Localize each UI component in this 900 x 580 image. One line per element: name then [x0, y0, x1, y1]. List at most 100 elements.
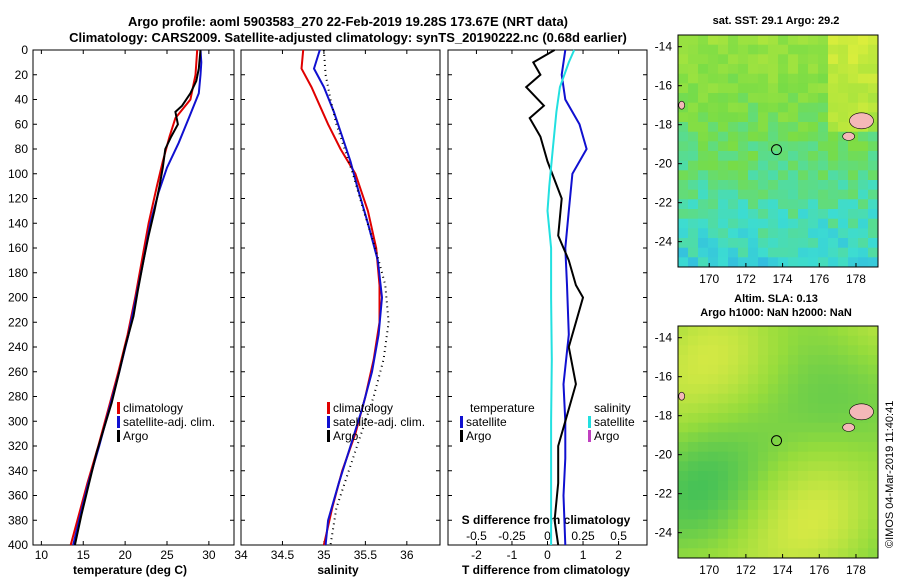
map-cell	[738, 500, 749, 511]
map-cell	[858, 141, 869, 152]
map-cell	[698, 364, 709, 375]
map-cell	[828, 364, 839, 375]
map-cell	[678, 480, 689, 491]
map-cell	[728, 238, 739, 249]
map-cell	[768, 548, 779, 559]
map-cell	[818, 490, 829, 501]
map-cell	[808, 257, 819, 268]
map-cell	[698, 151, 709, 162]
map-cell	[868, 122, 879, 133]
map-cell	[828, 393, 839, 404]
map-cell	[778, 500, 789, 511]
map-cell	[788, 131, 799, 142]
map-cell	[818, 538, 829, 549]
map-cell	[708, 490, 719, 501]
map-cell	[828, 384, 839, 395]
map-cell	[838, 209, 849, 220]
island-shape	[849, 112, 874, 130]
map-cell	[768, 64, 779, 75]
map-cell	[728, 432, 739, 443]
map-cell	[758, 151, 769, 162]
map-cell	[678, 209, 689, 220]
map-cell	[858, 54, 869, 65]
map-cell	[748, 141, 759, 152]
map-cell	[818, 364, 829, 375]
map-cell	[688, 170, 699, 181]
map-cell	[778, 393, 789, 404]
map-cell	[808, 141, 819, 152]
map-cell	[708, 461, 719, 472]
map-cell	[778, 83, 789, 94]
legend-sat-swatch-2	[327, 416, 330, 428]
map-cell	[868, 538, 879, 549]
map-cell	[808, 54, 819, 65]
depth-tick-label: 400	[8, 538, 28, 552]
map-cell	[798, 374, 809, 385]
map-cell	[838, 228, 849, 239]
map-cell	[738, 64, 749, 75]
map-cell	[748, 335, 759, 346]
map-cell	[688, 500, 699, 511]
map-cell	[838, 509, 849, 520]
map-cell	[868, 54, 879, 65]
map-cell	[808, 73, 819, 84]
map-cell	[828, 209, 839, 220]
map-cell	[798, 538, 809, 549]
map-cell	[778, 247, 789, 258]
map-cell	[828, 218, 839, 229]
map-cell	[708, 131, 719, 142]
map-cell	[868, 247, 879, 258]
map-cell	[758, 403, 769, 414]
map-cell	[738, 238, 749, 249]
map-cell	[808, 247, 819, 258]
map-cell	[778, 335, 789, 346]
map-cell	[858, 519, 869, 530]
legend-argo-swatch	[117, 430, 120, 442]
map-cell	[818, 83, 829, 94]
map-cell	[698, 355, 709, 366]
map-cell	[848, 393, 859, 404]
map-cell	[758, 64, 769, 75]
map-cell	[768, 44, 779, 55]
depth-tick-label: 220	[8, 315, 28, 329]
map-cell	[738, 461, 749, 472]
map-cell	[798, 122, 809, 133]
legend-clim-label: climatology	[123, 401, 183, 415]
map-cell	[818, 500, 829, 511]
map-cell	[678, 218, 689, 229]
map-cell	[868, 131, 879, 142]
map-cell	[708, 151, 719, 162]
map-cell	[808, 64, 819, 75]
map-cell	[748, 131, 759, 142]
map-cell	[828, 93, 839, 104]
map-cell	[748, 403, 759, 414]
map-cell	[788, 180, 799, 191]
map-cell	[818, 480, 829, 491]
series-line-climatology	[300, 49, 381, 546]
map-cell	[868, 44, 879, 55]
map-cell	[828, 189, 839, 200]
legend-t-sat-swatch	[460, 416, 463, 428]
lat-tick-label: -22	[655, 196, 673, 210]
map-cell	[698, 432, 709, 443]
map-cell	[688, 189, 699, 200]
map-cell	[828, 247, 839, 258]
map-cell	[688, 432, 699, 443]
map-cell	[788, 519, 799, 530]
map-cell	[798, 500, 809, 511]
map-cell	[788, 548, 799, 559]
map-cell	[698, 509, 709, 520]
map-cell	[708, 218, 719, 229]
map-cell	[858, 509, 869, 520]
map-cell	[818, 432, 829, 443]
map-cell	[678, 451, 689, 462]
map-cell	[718, 170, 729, 181]
map-cell	[838, 519, 849, 530]
lat-tick-label: -20	[655, 157, 673, 171]
map-cell	[728, 93, 739, 104]
legend-sat-label: satellite-adj. clim.	[123, 415, 215, 429]
title-line1: Argo profile: aoml 5903583_270 22-Feb-20…	[128, 14, 568, 29]
legend-temperature-header: temperature	[470, 401, 535, 415]
map-cell	[848, 384, 859, 395]
map-cell	[788, 471, 799, 482]
